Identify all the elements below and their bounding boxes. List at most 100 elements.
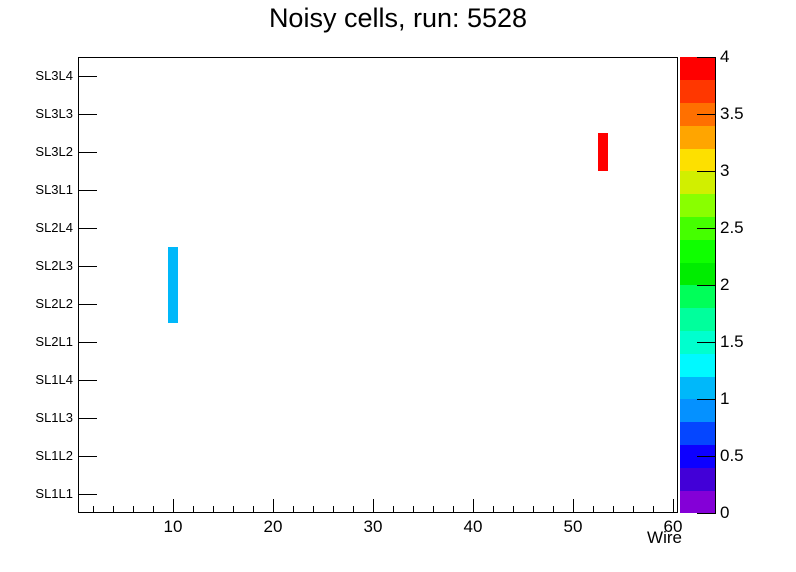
x-axis-title: Wire — [647, 528, 682, 547]
y-axis-label: SL1L3 — [35, 410, 73, 425]
y-tick — [79, 418, 97, 419]
x-minor-tick — [493, 506, 494, 513]
x-minor-tick — [333, 506, 334, 513]
colorbar-band — [680, 399, 715, 423]
plot-frame — [78, 57, 678, 513]
x-major-tick — [273, 499, 274, 513]
y-axis-label: SL2L3 — [35, 258, 73, 273]
y-tick — [79, 228, 97, 229]
heatmap-cell — [168, 247, 178, 285]
colorbar-band — [680, 262, 715, 286]
y-tick — [79, 152, 97, 153]
y-tick — [79, 456, 97, 457]
z-tick — [697, 228, 716, 229]
colorbar-band — [680, 239, 715, 263]
colorbar-band — [680, 57, 715, 81]
z-tick — [697, 513, 716, 514]
z-tick-label: 4 — [720, 47, 730, 66]
z-tick — [697, 171, 716, 172]
x-minor-tick — [533, 506, 534, 513]
y-tick — [79, 266, 97, 267]
colorbar-band — [680, 79, 715, 103]
z-tick-label: 3.5 — [720, 104, 744, 123]
y-axis-label: SL1L2 — [35, 448, 73, 463]
colorbar-band — [680, 307, 715, 331]
x-tick-label: 50 — [563, 517, 583, 536]
x-minor-tick — [193, 506, 194, 513]
x-tick-label: 40 — [463, 517, 483, 536]
x-tick-label: 60 — [663, 517, 683, 536]
y-tick — [79, 380, 97, 381]
x-minor-tick — [93, 506, 94, 513]
y-tick — [79, 494, 97, 495]
y-axis-label: SL3L2 — [35, 144, 73, 159]
plot-title: Noisy cells, run: 5528 — [268, 3, 528, 33]
x-minor-tick — [393, 506, 394, 513]
y-axis-label: SL1L4 — [35, 372, 73, 387]
z-tick-label: 2.5 — [720, 218, 744, 237]
y-axis-label: SL3L1 — [35, 182, 73, 197]
z-tick — [697, 114, 716, 115]
x-minor-tick — [433, 506, 434, 513]
z-tick-label: 3 — [720, 161, 730, 180]
z-tick — [697, 399, 716, 400]
x-minor-tick — [133, 506, 134, 513]
x-minor-tick — [233, 506, 234, 513]
y-axis-label: SL2L2 — [35, 296, 73, 311]
colorbar-band — [680, 421, 715, 445]
y-tick — [79, 76, 97, 77]
z-tick-label: 0.5 — [720, 446, 744, 465]
z-tick — [697, 57, 716, 58]
x-minor-tick — [313, 506, 314, 513]
y-axis-label: SL1L1 — [35, 486, 73, 501]
x-minor-tick — [653, 506, 654, 513]
z-tick-label: 1.5 — [720, 332, 744, 351]
x-minor-tick — [213, 506, 214, 513]
x-minor-tick — [353, 506, 354, 513]
y-axis-label: SL2L4 — [35, 220, 73, 235]
heatmap-cell — [598, 133, 608, 171]
z-tick-label: 0 — [720, 503, 730, 522]
x-minor-tick — [453, 506, 454, 513]
x-minor-tick — [633, 506, 634, 513]
z-tick-label: 2 — [720, 275, 730, 294]
colorbar-band — [680, 285, 715, 309]
y-axis-label: SL3L3 — [35, 106, 73, 121]
x-tick-label: 10 — [163, 517, 183, 536]
x-minor-tick — [593, 506, 594, 513]
z-tick — [697, 456, 716, 457]
x-minor-tick — [413, 506, 414, 513]
x-minor-tick — [293, 506, 294, 513]
z-tick — [697, 342, 716, 343]
z-tick — [697, 285, 716, 286]
x-tick-label: 30 — [363, 517, 383, 536]
y-tick — [79, 304, 97, 305]
x-major-tick — [673, 499, 674, 513]
x-major-tick — [373, 499, 374, 513]
colorbar-band — [680, 490, 715, 514]
y-tick — [79, 114, 97, 115]
x-minor-tick — [153, 506, 154, 513]
heatmap-cell — [168, 285, 178, 323]
x-minor-tick — [513, 506, 514, 513]
x-major-tick — [473, 499, 474, 513]
x-major-tick — [173, 499, 174, 513]
x-major-tick — [573, 499, 574, 513]
y-tick — [79, 190, 97, 191]
colorbar-band — [680, 125, 715, 149]
colorbar-band — [680, 467, 715, 491]
x-minor-tick — [553, 506, 554, 513]
z-tick-label: 1 — [720, 389, 730, 408]
y-axis-label: SL3L4 — [35, 68, 73, 83]
colorbar-band — [680, 353, 715, 377]
y-axis-label: SL2L1 — [35, 334, 73, 349]
colorbar-band — [680, 148, 715, 172]
colorbar-band — [680, 193, 715, 217]
x-minor-tick — [613, 506, 614, 513]
colorbar-band — [680, 376, 715, 400]
x-tick-label: 20 — [263, 517, 283, 536]
x-minor-tick — [113, 506, 114, 513]
colorbar-band — [680, 171, 715, 195]
y-tick — [79, 342, 97, 343]
